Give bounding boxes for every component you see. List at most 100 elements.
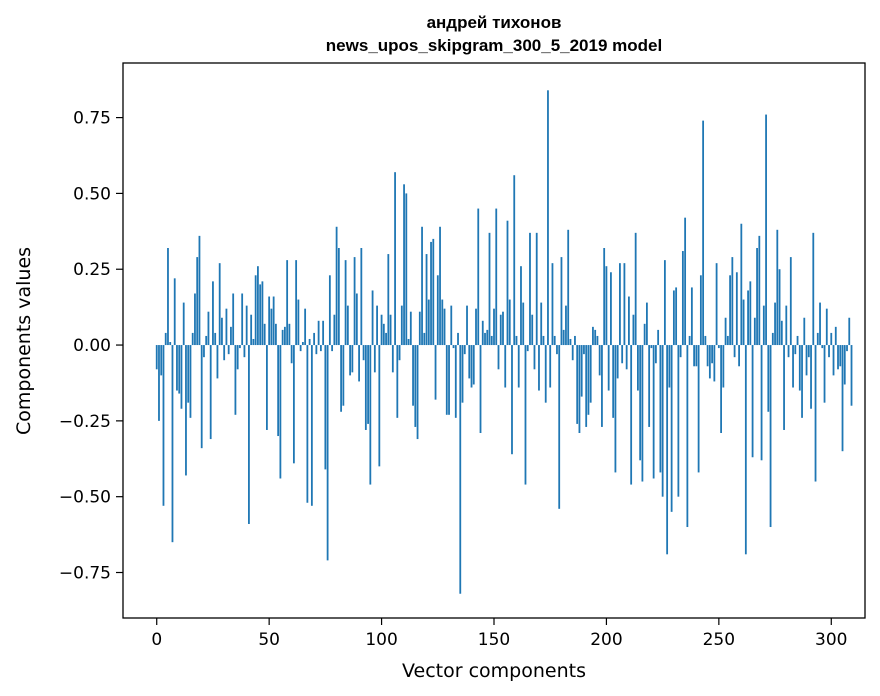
bar <box>574 335 576 346</box>
bar <box>828 345 830 358</box>
bar <box>834 326 837 346</box>
bar <box>239 345 241 349</box>
bar <box>198 235 201 346</box>
bar <box>389 314 392 346</box>
bar <box>299 345 302 352</box>
bar <box>427 299 430 346</box>
bar <box>232 293 235 346</box>
bar <box>349 345 351 376</box>
bar <box>445 345 448 415</box>
bar <box>196 257 199 346</box>
bar <box>412 345 414 406</box>
bar <box>814 345 817 482</box>
bar <box>185 345 187 476</box>
bar <box>245 305 248 346</box>
bar <box>792 345 794 388</box>
bar <box>340 345 342 412</box>
bar <box>484 332 486 346</box>
bar <box>450 305 453 346</box>
bar <box>749 281 752 346</box>
bar <box>596 335 599 346</box>
bar <box>614 345 617 473</box>
chart-title-line1: андрей тихонов <box>427 13 562 32</box>
bar <box>744 345 747 555</box>
bar <box>731 257 734 346</box>
bar <box>796 335 799 346</box>
bar <box>263 323 266 346</box>
bar <box>472 345 475 385</box>
bar <box>511 345 513 455</box>
bar <box>695 345 698 367</box>
bar <box>317 320 320 346</box>
bar <box>711 345 713 364</box>
bar <box>281 329 284 346</box>
bar <box>488 232 491 346</box>
bar <box>632 314 635 346</box>
bar <box>292 345 295 464</box>
bar <box>275 323 277 346</box>
bar <box>234 345 237 415</box>
bar <box>524 345 527 485</box>
bar <box>816 332 819 346</box>
bar <box>639 345 642 461</box>
bar <box>830 332 833 346</box>
bar <box>846 345 848 352</box>
bar <box>684 217 687 346</box>
bar <box>634 232 637 346</box>
bar <box>535 232 538 346</box>
bar <box>362 345 365 361</box>
bar <box>214 332 217 346</box>
bar <box>405 193 408 346</box>
bar <box>403 184 405 346</box>
bar <box>598 345 601 376</box>
bar <box>565 305 567 346</box>
bars-group <box>155 90 853 594</box>
bar <box>266 345 268 430</box>
bar <box>681 251 684 346</box>
bar <box>506 220 509 346</box>
bar <box>787 345 790 358</box>
bar <box>373 345 376 373</box>
bar <box>270 308 273 346</box>
bar <box>378 345 381 467</box>
bar <box>722 345 725 388</box>
bar <box>504 345 507 388</box>
bar <box>360 248 363 346</box>
bar <box>385 332 387 346</box>
bar <box>353 257 356 346</box>
bar <box>825 308 828 346</box>
bar <box>832 345 835 376</box>
bar <box>556 345 558 355</box>
bar <box>432 238 435 346</box>
y-axis-label: Components values <box>13 247 35 435</box>
bar <box>203 345 205 358</box>
bar <box>513 175 516 346</box>
bar <box>715 263 718 346</box>
bar <box>236 345 239 370</box>
bar <box>578 345 581 433</box>
bar <box>690 287 693 346</box>
bar <box>358 345 360 382</box>
bar <box>212 281 214 346</box>
y-tick-label: 0.00 <box>73 336 111 356</box>
bar <box>612 345 615 418</box>
bar <box>771 332 774 346</box>
bar <box>733 345 736 358</box>
bar <box>346 305 349 346</box>
bar <box>780 320 783 346</box>
y-tick-label: −0.25 <box>59 412 111 432</box>
bar <box>497 345 500 370</box>
bar <box>538 345 540 391</box>
bar <box>670 345 673 512</box>
bar <box>277 345 280 437</box>
bar <box>693 345 696 367</box>
bar <box>243 345 246 358</box>
bar <box>272 296 275 346</box>
y-tick-label: −0.75 <box>59 564 111 584</box>
y-tick-label: 0.25 <box>73 260 111 280</box>
bar <box>672 290 675 346</box>
bar <box>785 305 788 346</box>
bar <box>650 345 653 349</box>
bar <box>409 311 412 346</box>
